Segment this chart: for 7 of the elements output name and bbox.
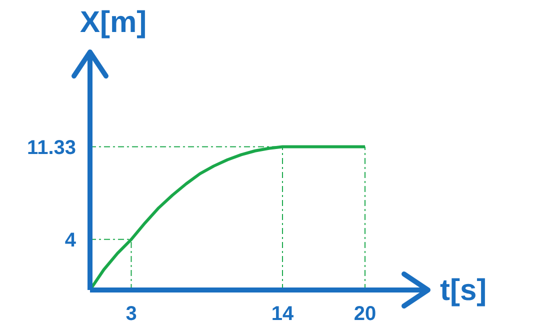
- y-tick-label: 11.33: [27, 136, 76, 159]
- y-axis-title: X[m]: [80, 6, 147, 40]
- x-tick-label: 14: [271, 303, 294, 326]
- x-tick-label: 3: [126, 303, 137, 326]
- y-tick-label: 4: [64, 230, 77, 252]
- x-tick-label: 20: [354, 303, 376, 326]
- x-axis-title: t[s]: [440, 274, 487, 308]
